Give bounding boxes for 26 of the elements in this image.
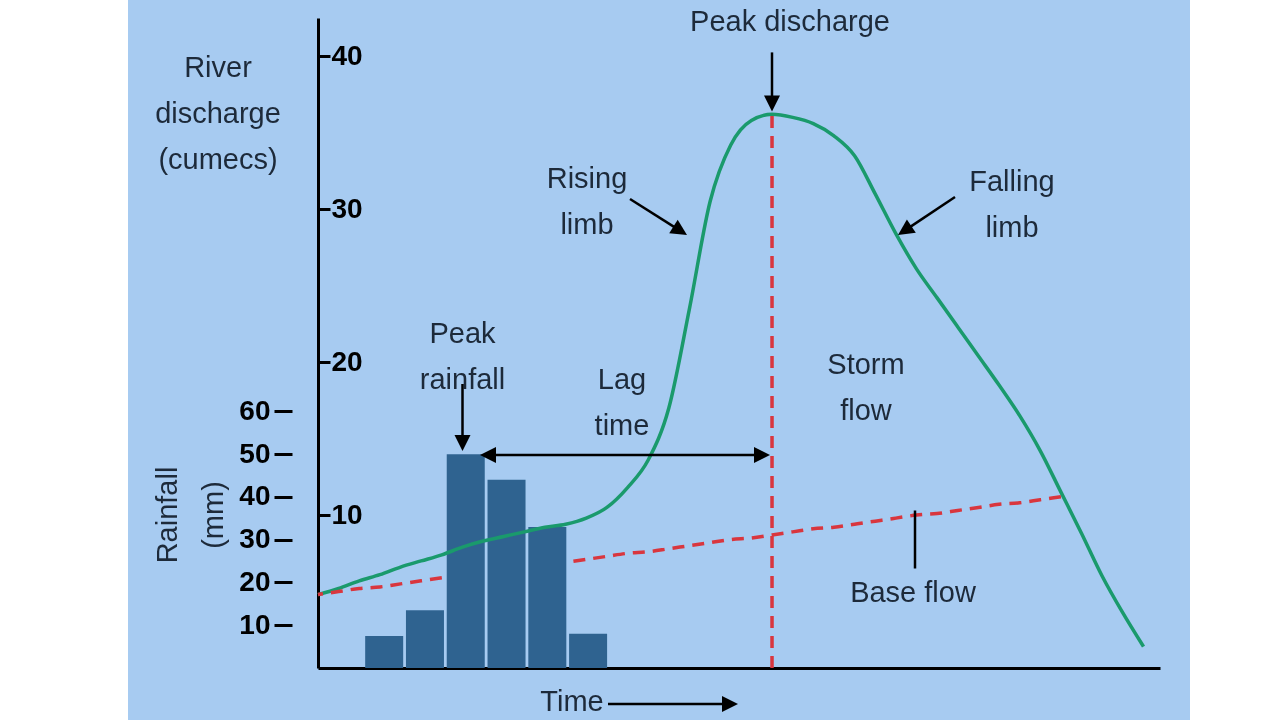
bar [446, 454, 485, 668]
y2-tick-label: 10 [331, 498, 363, 530]
annotation: Lag time [594, 363, 650, 441]
y2-tick-label: 20 [331, 345, 363, 377]
y-tick-label: 40 [239, 480, 271, 512]
y-tick-label: 20 [239, 565, 271, 597]
bar [487, 479, 526, 668]
annotation: Storm flow [827, 348, 905, 426]
annotation: Base flow [850, 575, 977, 608]
bar [365, 635, 404, 668]
x-axis-title: Time [540, 685, 604, 717]
annotation: Peak rainfall [419, 317, 506, 395]
bar [569, 633, 608, 668]
y-tick-label: 10 [239, 608, 271, 640]
y-axis-title: Rainfall (mm) [151, 466, 229, 564]
y2-tick-label: 40 [331, 39, 363, 71]
annotation: Falling limb [969, 165, 1055, 243]
y-tick-label: 60 [239, 394, 271, 426]
bar [405, 610, 444, 668]
bar [528, 526, 567, 668]
annotation: Rising limb [546, 162, 628, 240]
y-tick-label: 50 [239, 437, 271, 469]
y-tick-label: 30 [239, 523, 271, 555]
annotation: Peak discharge [690, 5, 890, 38]
y2-tick-label: 30 [331, 192, 363, 224]
text: River discharge (cumecs) [155, 51, 281, 175]
